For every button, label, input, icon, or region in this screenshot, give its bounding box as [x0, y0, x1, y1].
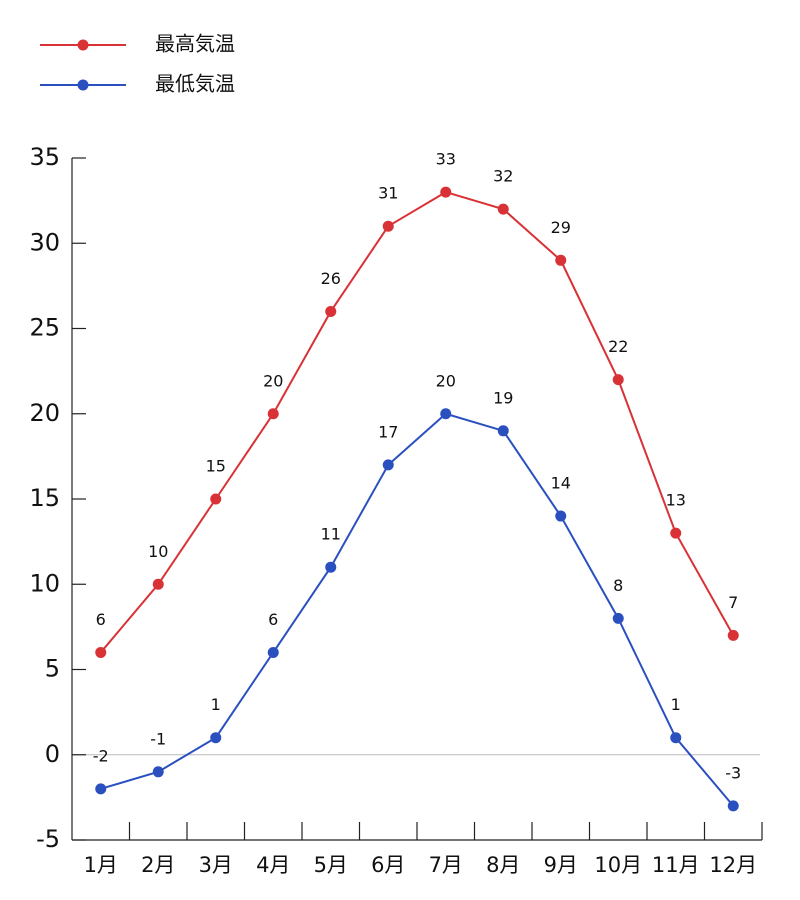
legend-label: 最低気温 [155, 72, 235, 96]
data-point [95, 783, 107, 795]
x-tick-label: 10月 [594, 853, 642, 877]
data-point [95, 646, 107, 658]
data-label: 6 [268, 610, 278, 629]
data-point [555, 510, 567, 522]
y-tick-label: 35 [29, 143, 60, 171]
y-tick-label: 10 [29, 569, 60, 597]
data-label: 22 [608, 337, 628, 356]
data-point [440, 186, 452, 198]
data-label: -3 [725, 763, 741, 782]
data-point [267, 408, 279, 420]
data-label: 17 [378, 422, 398, 441]
data-label: 33 [436, 150, 456, 169]
data-label: 19 [493, 388, 513, 407]
data-point [612, 374, 624, 386]
x-tick-label: 6月 [371, 853, 405, 877]
y-tick-label: 0 [45, 740, 60, 768]
x-tick-label: 12月 [709, 853, 757, 877]
data-label: 1 [671, 695, 681, 714]
data-label: 8 [613, 576, 623, 595]
data-label: 15 [206, 457, 226, 476]
data-point [152, 578, 164, 590]
legend-marker [77, 79, 89, 91]
data-point [325, 561, 337, 573]
data-point [325, 305, 337, 317]
data-label: 6 [96, 610, 106, 629]
x-tick-label: 9月 [544, 853, 578, 877]
y-tick-label: -5 [36, 825, 60, 853]
data-label: -1 [150, 729, 166, 748]
data-point [210, 732, 222, 744]
x-tick-label: 3月 [199, 853, 233, 877]
data-point [267, 646, 279, 658]
y-tick-label: 25 [29, 314, 60, 342]
data-point [555, 254, 567, 266]
data-point [727, 800, 739, 812]
x-tick-label: 11月 [652, 853, 700, 877]
y-tick-label: 20 [29, 399, 60, 427]
data-label: 7 [728, 593, 738, 612]
data-label: -2 [93, 746, 109, 765]
x-tick-label: 7月 [429, 853, 463, 877]
data-label: 1 [211, 695, 221, 714]
x-tick-label: 1月 [84, 853, 118, 877]
y-tick-label: 15 [29, 484, 60, 512]
x-tick-label: 5月 [314, 853, 348, 877]
y-tick-label: 30 [29, 228, 60, 256]
legend-label: 最高気温 [155, 32, 235, 56]
y-tick-label: 5 [45, 655, 60, 683]
data-point [670, 527, 682, 539]
series-line [99, 191, 735, 654]
x-tick-label: 8月 [486, 853, 520, 877]
data-point [497, 425, 509, 437]
x-tick-label: 4月 [256, 853, 290, 877]
x-tick-label: 2月 [141, 853, 175, 877]
data-point [670, 732, 682, 744]
data-label: 26 [321, 269, 341, 288]
data-label: 14 [551, 474, 571, 493]
data-point [382, 459, 394, 471]
data-label: 20 [436, 371, 456, 390]
data-label: 13 [666, 491, 686, 510]
data-label: 31 [378, 184, 398, 203]
data-label: 32 [493, 167, 513, 186]
data-point [382, 220, 394, 232]
data-point [612, 612, 624, 624]
data-point [152, 766, 164, 778]
legend-marker [77, 39, 89, 51]
series-line [100, 412, 735, 807]
data-point [440, 408, 452, 420]
data-point [210, 493, 222, 505]
data-label: 20 [263, 371, 283, 390]
data-label: 10 [148, 542, 168, 561]
data-point [727, 629, 739, 641]
data-label: 11 [321, 525, 341, 544]
data-label: 29 [551, 218, 571, 237]
data-point [497, 203, 509, 215]
